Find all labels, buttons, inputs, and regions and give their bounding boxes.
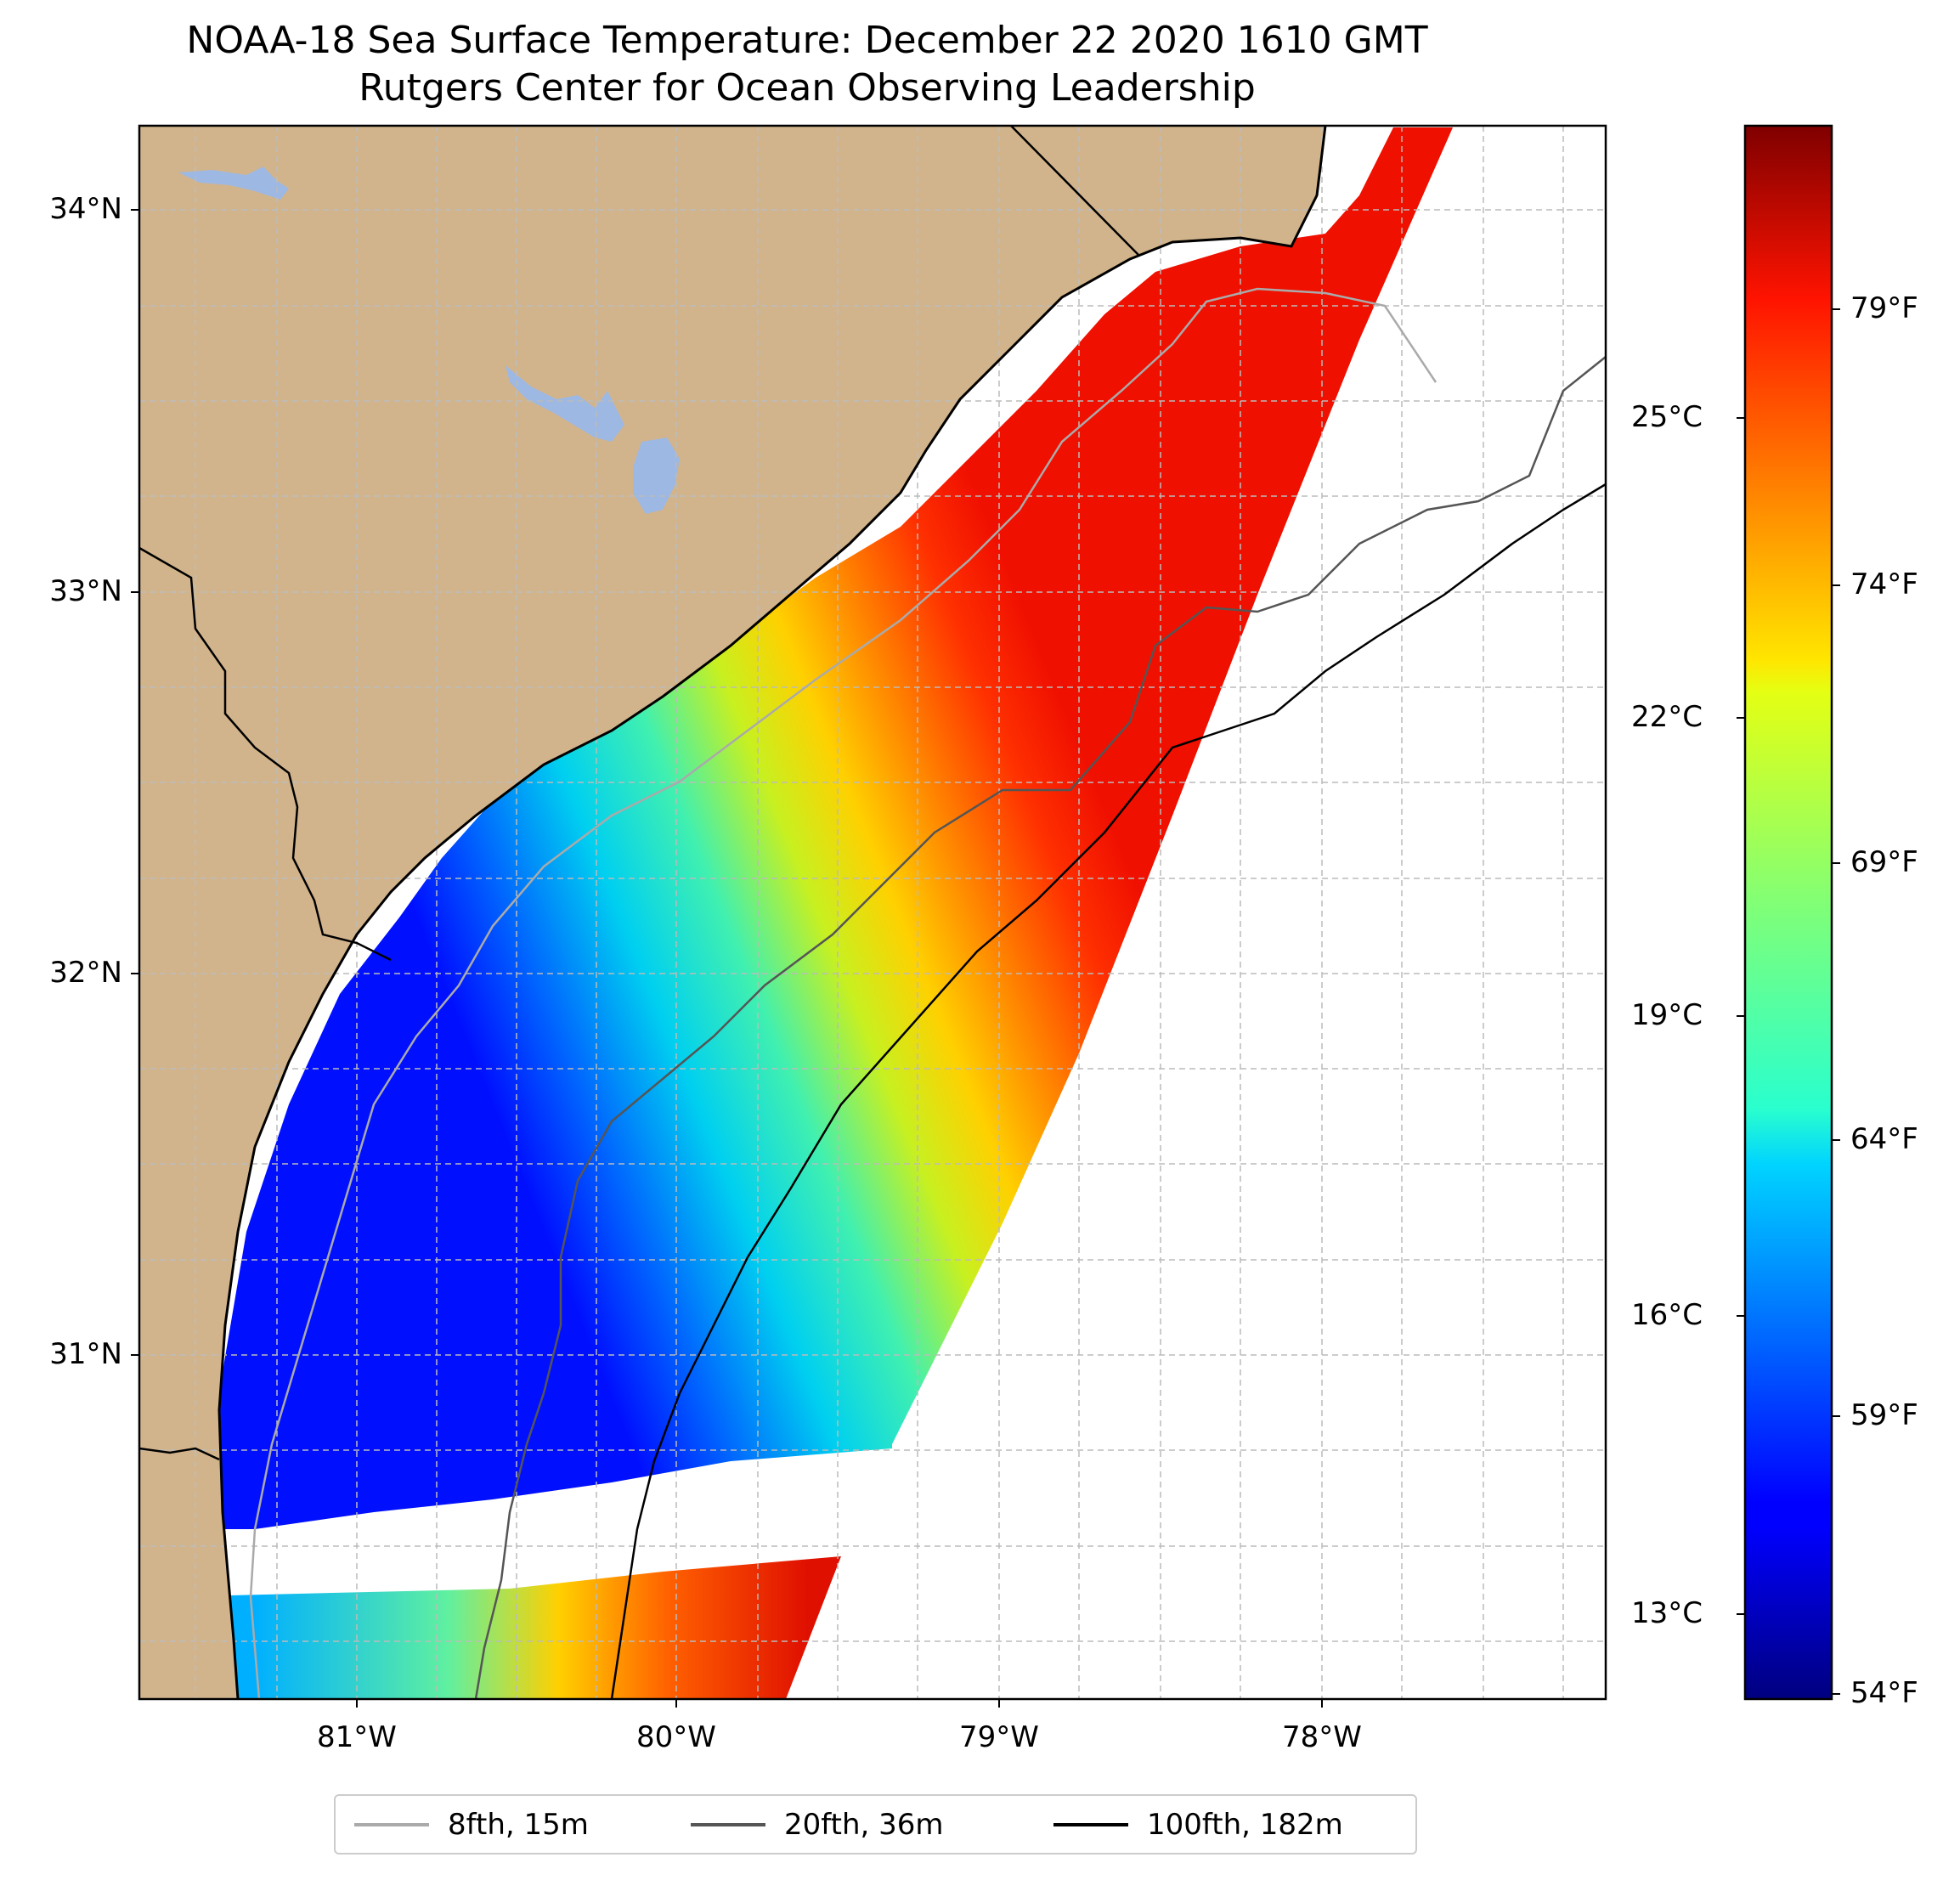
colorbar	[1743, 124, 1833, 1701]
coastline	[217, 126, 1327, 1699]
contour-8fth	[249, 287, 1438, 1699]
colorbar-fahrenheit-79: 79°F	[1850, 291, 1918, 325]
colorbar-ticks	[1737, 308, 1840, 1695]
lake-north	[178, 167, 289, 200]
lat-label-32: 32°N	[49, 956, 122, 990]
legend-label-20fth: 20fth, 36m	[784, 1808, 944, 1842]
lon-label-79: 79°W	[959, 1720, 1039, 1754]
colorbar-celsius-19: 19°C	[1631, 998, 1703, 1032]
lon-label-81: 81°W	[317, 1720, 397, 1754]
gridlines	[139, 126, 1606, 1699]
colorbar-celsius-25: 25°C	[1631, 400, 1703, 434]
map-frame	[138, 124, 1607, 1701]
lon-label-78: 78°W	[1282, 1720, 1362, 1754]
legend: 8fth, 15m 20fth, 36m 100fth, 182m	[334, 1794, 1417, 1855]
lat-label-34: 34°N	[49, 192, 122, 226]
chart-subtitle: Rutgers Center for Ocean Observing Leade…	[359, 66, 1256, 110]
contour-100fth	[610, 483, 1606, 1699]
state-border-ga-fl	[139, 1447, 220, 1461]
legend-line-8fth	[354, 1823, 429, 1826]
lon-label-80: 80°W	[636, 1720, 716, 1754]
state-border-nc-sc	[1010, 126, 1139, 256]
legend-item-100fth: 100fth, 182m	[1053, 1808, 1343, 1842]
legend-item-20fth: 20fth, 36m	[691, 1808, 944, 1842]
contour-20fth	[474, 356, 1606, 1699]
legend-label-100fth: 100fth, 182m	[1147, 1808, 1343, 1842]
state-border-sc-ga	[139, 546, 392, 962]
sst-swath	[217, 127, 1453, 1529]
colorbar-fahrenheit-74: 74°F	[1850, 567, 1918, 601]
sst-swath-lower	[229, 1556, 841, 1699]
colorbar-fahrenheit-59: 59°F	[1850, 1398, 1918, 1432]
lake-moultrie	[633, 438, 680, 514]
chart-title: NOAA-18 Sea Surface Temperature: Decembe…	[186, 19, 1428, 62]
colorbar-celsius-16: 16°C	[1631, 1298, 1703, 1332]
legend-item-8fth: 8fth, 15m	[354, 1808, 589, 1842]
lake-marion	[506, 365, 624, 442]
colorbar-fahrenheit-69: 69°F	[1850, 845, 1918, 879]
legend-label-8fth: 8fth, 15m	[448, 1808, 589, 1842]
legend-line-100fth	[1053, 1823, 1128, 1826]
lat-label-33: 33°N	[49, 574, 122, 608]
lat-label-31: 31°N	[49, 1337, 122, 1371]
colorbar-fahrenheit-54: 54°F	[1850, 1676, 1918, 1710]
colorbar-celsius-22: 22°C	[1631, 700, 1703, 734]
legend-line-20fth	[691, 1823, 765, 1826]
colorbar-celsius-13: 13°C	[1631, 1596, 1703, 1630]
axis-ticks	[131, 209, 1323, 1708]
land-mass	[139, 126, 1325, 1699]
colorbar-fahrenheit-64: 64°F	[1850, 1122, 1918, 1156]
